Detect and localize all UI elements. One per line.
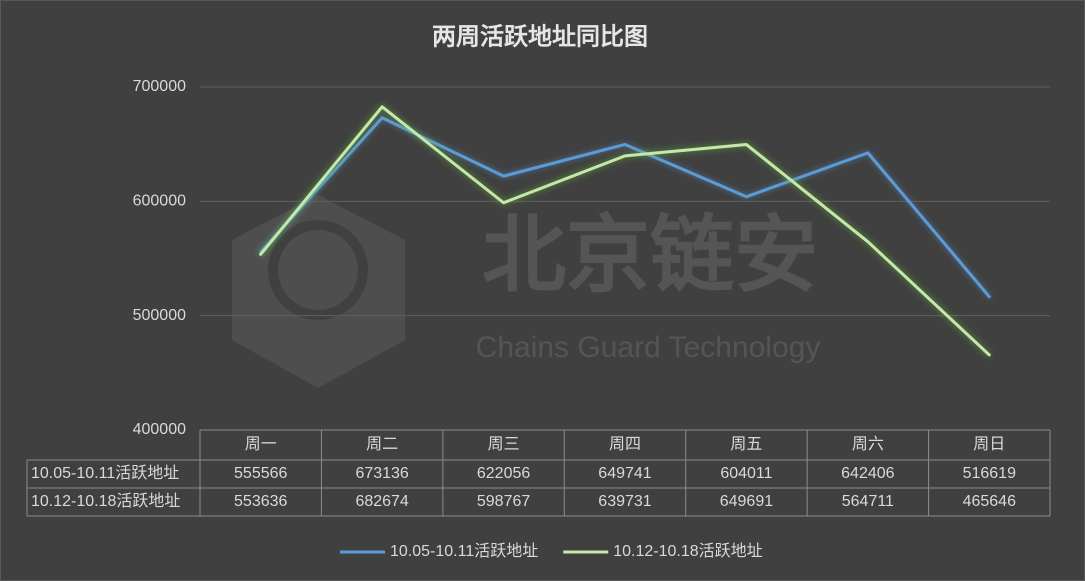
x-tick-label: 周一 [245, 436, 277, 453]
table-cell: 564711 [842, 493, 894, 510]
watermark-logo [232, 195, 405, 388]
table-cell: 673136 [355, 465, 408, 482]
y-tick-label: 600000 [133, 193, 186, 210]
watermark-subtext: Chains Guard Technology [476, 331, 821, 364]
table-row-label: 10.12-10.18活跃地址 [31, 492, 180, 510]
table-cell: 639731 [598, 493, 651, 510]
x-tick-label: 周六 [852, 435, 884, 453]
table-cell: 598767 [477, 493, 530, 510]
y-tick-label: 400000 [133, 421, 186, 438]
table-cell: 622056 [477, 465, 530, 482]
x-tick-label: 周三 [488, 436, 520, 453]
x-tick-label: 周五 [730, 436, 762, 453]
table-cell: 465646 [963, 493, 1016, 510]
x-tick-label: 周四 [609, 436, 641, 453]
series-line [259, 116, 991, 299]
chart-title: 两周活跃地址同比图 [432, 23, 648, 50]
watermark-text: 北京链安 [482, 208, 818, 302]
table-row-label: 10.05-10.11活跃地址 [31, 464, 179, 482]
table-cell: 604011 [720, 465, 772, 482]
legend-label: 10.12-10.18活跃地址 [613, 542, 762, 560]
table-cell: 649691 [720, 493, 773, 510]
table-cell: 682674 [355, 493, 408, 510]
table-cell: 649741 [598, 465, 651, 482]
table-cell: 516619 [963, 465, 1016, 482]
y-tick-label: 500000 [133, 307, 186, 324]
y-tick-label: 700000 [133, 78, 186, 95]
table-cell: 642406 [841, 465, 894, 482]
x-tick-label: 周二 [366, 436, 398, 453]
table-cell: 555566 [234, 465, 287, 482]
legend-label: 10.05-10.11活跃地址 [390, 542, 538, 560]
x-tick-label: 周日 [973, 436, 1005, 453]
table-cell: 553636 [234, 493, 287, 510]
series-line [259, 105, 991, 357]
